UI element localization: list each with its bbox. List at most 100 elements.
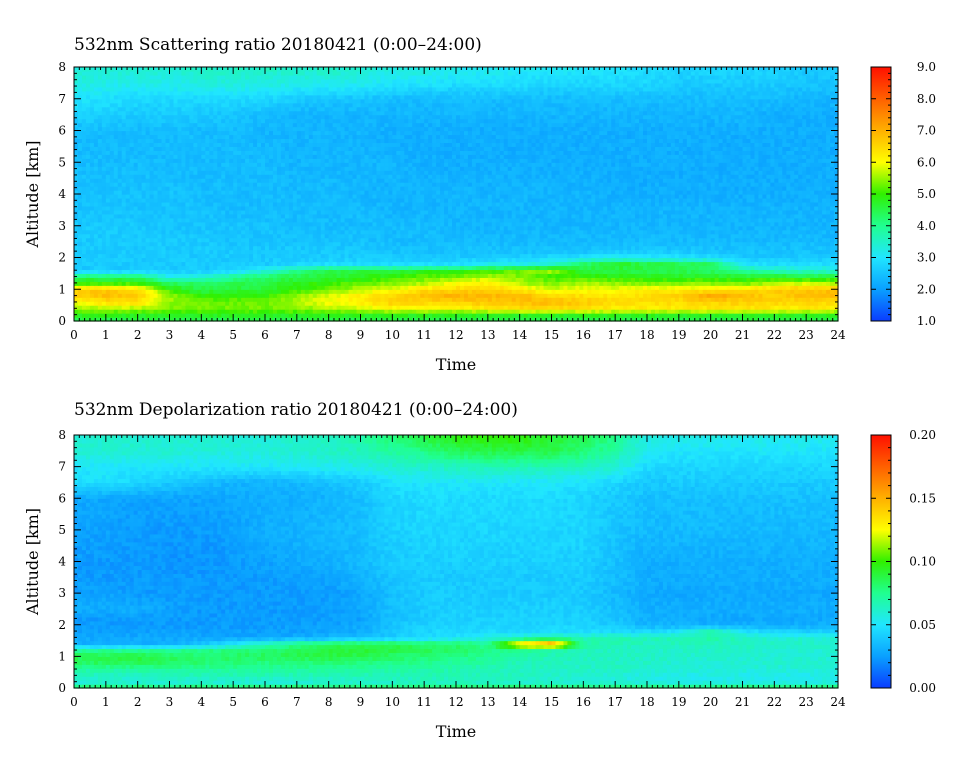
- heatmap-cell: [353, 234, 358, 239]
- heatmap-cell: [540, 285, 545, 290]
- heatmap-cell: [134, 238, 139, 243]
- heatmap-cell: [723, 222, 728, 227]
- heatmap-cell: [154, 230, 159, 235]
- heatmap-cell: [74, 246, 79, 251]
- heatmap-cell: [150, 273, 155, 278]
- heatmap-cell: [321, 273, 326, 278]
- heatmap-cell: [516, 281, 521, 286]
- heatmap-cell: [794, 305, 799, 310]
- heatmap-cell: [659, 230, 664, 235]
- heatmap-cell: [615, 293, 620, 298]
- heatmap-cell: [500, 246, 505, 251]
- heatmap-cell: [329, 309, 334, 314]
- heatmap-cell: [98, 297, 103, 302]
- heatmap-cell: [739, 234, 744, 239]
- heatmap-cell: [667, 265, 672, 270]
- heatmap-cell: [444, 269, 449, 274]
- heatmap-cell: [571, 222, 576, 227]
- heatmap-cell: [770, 238, 775, 243]
- heatmap-cell: [189, 234, 194, 239]
- heatmap-cell: [456, 297, 461, 302]
- heatmap-cell: [715, 226, 720, 231]
- heatmap-cell: [189, 254, 194, 259]
- heatmap-cell: [205, 269, 210, 274]
- heatmap-cell: [623, 254, 628, 259]
- heatmap-cell: [667, 226, 672, 231]
- heatmap-cell: [130, 297, 135, 302]
- heatmap-cell: [237, 289, 242, 294]
- heatmap-cell: [313, 230, 318, 235]
- heatmap-cell: [754, 301, 759, 306]
- heatmap-cell: [380, 289, 385, 294]
- heatmap-cell: [408, 293, 413, 298]
- heatmap-cell: [524, 238, 529, 243]
- heatmap-cell: [349, 289, 354, 294]
- heatmap-cell: [472, 254, 477, 259]
- heatmap-cell: [376, 250, 381, 255]
- heatmap-cell: [472, 281, 477, 286]
- heatmap-cell: [476, 261, 481, 266]
- heatmap-cell: [651, 297, 656, 302]
- heatmap-cell: [655, 258, 660, 263]
- heatmap-cell: [468, 254, 473, 259]
- heatmap-cell: [221, 265, 226, 270]
- heatmap-cell: [484, 246, 489, 251]
- heatmap-cell: [317, 246, 322, 251]
- heatmap-cell: [559, 269, 564, 274]
- heatmap-cell: [173, 250, 178, 255]
- heatmap-cell: [579, 293, 584, 298]
- heatmap-cell: [205, 313, 210, 318]
- heatmap-cell: [329, 281, 334, 286]
- heatmap-cell: [743, 258, 748, 263]
- heatmap-cell: [110, 305, 115, 310]
- heatmap-cell: [683, 273, 688, 278]
- heatmap-cell: [138, 313, 143, 318]
- heatmap-cell: [368, 261, 373, 266]
- heatmap-cell: [623, 277, 628, 282]
- heatmap-cell: [185, 277, 190, 282]
- heatmap-cell: [707, 230, 712, 235]
- heatmap-cell: [122, 246, 127, 251]
- heatmap-cell: [154, 313, 159, 318]
- heatmap-cell: [261, 258, 266, 263]
- heatmap-cell: [345, 269, 350, 274]
- heatmap-cell: [667, 234, 672, 239]
- heatmap-cell: [452, 281, 457, 286]
- heatmap-cell: [548, 238, 553, 243]
- heatmap-cell: [464, 254, 469, 259]
- heatmap-cell: [750, 277, 755, 282]
- heatmap-cell: [735, 281, 740, 286]
- heatmap-cell: [237, 238, 242, 243]
- heatmap-cell: [380, 222, 385, 227]
- heatmap-cell: [774, 309, 779, 314]
- heatmap-cell: [743, 297, 748, 302]
- heatmap-cell: [699, 297, 704, 302]
- heatmap-cell: [301, 309, 306, 314]
- heatmap-cell: [265, 297, 270, 302]
- heatmap-cell: [563, 289, 568, 294]
- heatmap-cell: [321, 242, 326, 247]
- heatmap-cell: [607, 289, 612, 294]
- heatmap-cell: [782, 234, 787, 239]
- heatmap-cell: [110, 258, 115, 263]
- heatmap-cell: [281, 293, 286, 298]
- heatmap-cell: [221, 309, 226, 314]
- heatmap-cell: [106, 305, 111, 310]
- heatmap-cell: [293, 261, 298, 266]
- heatmap-cell: [472, 242, 477, 247]
- heatmap-cell: [782, 230, 787, 235]
- heatmap-cell: [281, 246, 286, 251]
- heatmap-cell: [488, 218, 493, 223]
- heatmap-cell: [603, 230, 608, 235]
- heatmap-cell: [571, 289, 576, 294]
- heatmap-cell: [782, 277, 787, 282]
- heatmap-cell: [532, 285, 537, 290]
- heatmap-cell: [361, 234, 366, 239]
- heatmap-cell: [643, 230, 648, 235]
- heatmap-cell: [82, 309, 87, 314]
- heatmap-cell: [341, 230, 346, 235]
- heatmap-cell: [452, 222, 457, 227]
- heatmap-cell: [265, 238, 270, 243]
- heatmap-cell: [273, 297, 278, 302]
- heatmap-cell: [448, 265, 453, 270]
